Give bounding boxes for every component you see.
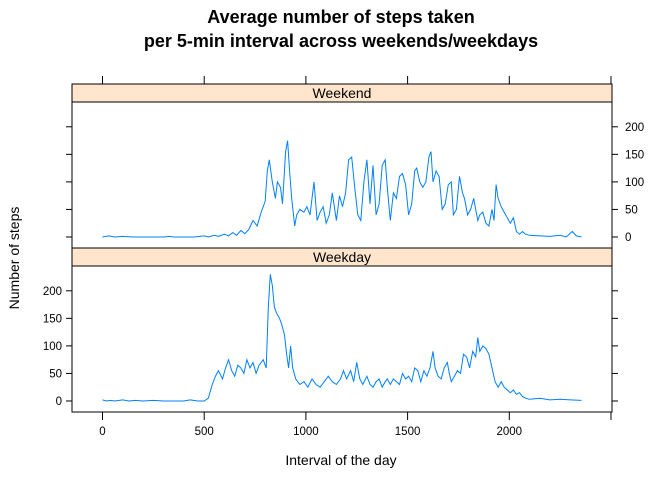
y-tick-label-weekend: 50 bbox=[625, 204, 638, 216]
series-line-weekend bbox=[102, 140, 582, 238]
x-tick-label: 0 bbox=[99, 426, 105, 438]
x-axis-label: Interval of the day bbox=[285, 452, 396, 468]
y-tick-label-weekend: 100 bbox=[625, 177, 644, 189]
panel-frame-weekday bbox=[71, 265, 613, 413]
chart-title-line1: Average number of steps taken bbox=[207, 7, 474, 27]
y-tick-label-weekend: 150 bbox=[625, 149, 644, 161]
y-tick-label-weekday: 200 bbox=[43, 286, 62, 298]
x-tick-label: 1500 bbox=[395, 426, 421, 438]
y-tick-label-weekday: 100 bbox=[43, 341, 62, 353]
strip-label-weekend: Weekend bbox=[313, 85, 372, 101]
y-tick-label-weekday: 150 bbox=[43, 313, 62, 325]
strip-label-weekday: Weekday bbox=[313, 249, 371, 265]
y-tick-label-weekday: 0 bbox=[56, 396, 62, 408]
y-tick-label-weekend: 200 bbox=[625, 122, 644, 134]
chart-title-line2: per 5-min interval across weekends/weekd… bbox=[144, 31, 538, 51]
y-tick-label-weekend: 0 bbox=[625, 232, 631, 244]
x-tick-label: 1000 bbox=[293, 426, 319, 438]
x-tick-label: 500 bbox=[195, 426, 214, 438]
panel-frame-weekend bbox=[71, 101, 613, 249]
y-axis-label: Number of steps bbox=[6, 207, 22, 310]
y-tick-label-weekday: 50 bbox=[49, 368, 62, 380]
x-tick-label: 2000 bbox=[496, 426, 522, 438]
series-line-weekday bbox=[102, 274, 582, 402]
